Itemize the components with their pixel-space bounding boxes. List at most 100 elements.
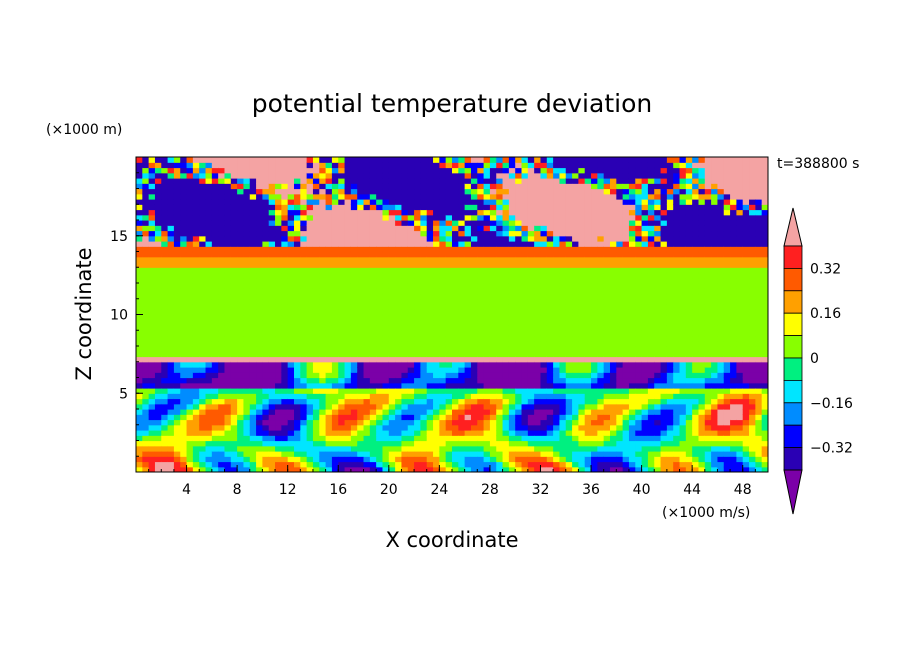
contour-cell bbox=[369, 225, 377, 232]
contour-cell bbox=[433, 314, 440, 321]
contour-cell bbox=[628, 361, 636, 368]
contour-cell bbox=[142, 330, 150, 337]
contour-cell bbox=[489, 351, 497, 358]
contour-cell bbox=[281, 393, 289, 400]
contour-cell bbox=[470, 382, 478, 389]
contour-cell bbox=[148, 414, 156, 421]
contour-cell bbox=[205, 314, 213, 321]
contour-cell bbox=[622, 409, 630, 415]
contour-cell bbox=[350, 377, 358, 384]
contour-cell bbox=[616, 440, 624, 447]
contour-cell bbox=[616, 251, 624, 258]
contour-cell bbox=[275, 235, 282, 242]
contour-cell bbox=[521, 235, 529, 242]
contour-cell bbox=[641, 235, 649, 242]
contour-cell bbox=[154, 288, 162, 295]
contour-cell bbox=[654, 230, 662, 237]
contour-cell bbox=[281, 372, 289, 379]
contour-cell bbox=[616, 340, 624, 347]
contour-cell bbox=[205, 398, 213, 405]
contour-cell bbox=[464, 183, 472, 190]
contour-cell bbox=[654, 293, 662, 300]
contour-cell bbox=[205, 178, 213, 184]
contour-cell bbox=[426, 293, 434, 300]
contour-cell bbox=[597, 225, 605, 232]
contour-cell bbox=[142, 424, 150, 431]
contour-cell bbox=[192, 466, 200, 472]
contour-cell bbox=[508, 272, 516, 279]
contour-cell bbox=[256, 451, 263, 457]
contour-cell bbox=[559, 230, 567, 237]
contour-cell bbox=[306, 246, 314, 253]
contour-cell bbox=[281, 451, 289, 457]
contour-cell bbox=[559, 262, 567, 268]
contour-cell bbox=[641, 183, 649, 190]
contour-cell bbox=[464, 293, 472, 300]
contour-cell bbox=[641, 262, 649, 268]
contour-cell bbox=[237, 430, 245, 436]
contour-cell bbox=[268, 246, 276, 253]
contour-cell bbox=[584, 220, 592, 226]
contour-cell bbox=[154, 430, 162, 436]
contour-cell bbox=[192, 267, 200, 274]
contour-cell bbox=[154, 209, 162, 216]
contour-cell bbox=[559, 330, 567, 337]
contour-cell bbox=[344, 372, 352, 379]
contour-cell bbox=[603, 451, 611, 457]
contour-cell bbox=[622, 414, 630, 421]
contour-cell bbox=[597, 183, 605, 190]
contour-cell bbox=[173, 298, 181, 305]
contour-cell bbox=[521, 377, 529, 384]
contour-cell bbox=[622, 298, 630, 305]
contour-cell bbox=[572, 199, 579, 205]
contour-cell bbox=[142, 440, 150, 447]
contour-cell bbox=[142, 367, 150, 373]
contour-cell bbox=[325, 440, 333, 447]
contour-cell bbox=[357, 157, 365, 163]
contour-cell bbox=[363, 162, 371, 169]
contour-cell bbox=[616, 267, 624, 274]
contour-cell bbox=[243, 178, 251, 184]
contour-cell bbox=[388, 346, 396, 352]
contour-cell bbox=[622, 288, 630, 295]
contour-cell bbox=[173, 288, 181, 295]
contour-cell bbox=[553, 157, 561, 163]
contour-cell bbox=[148, 267, 156, 274]
contour-cell bbox=[559, 267, 567, 274]
contour-cell bbox=[262, 435, 270, 442]
contour-cell bbox=[294, 361, 301, 368]
contour-cell bbox=[294, 319, 301, 326]
contour-cell bbox=[262, 188, 270, 195]
contour-cell bbox=[180, 335, 188, 342]
contour-cell bbox=[641, 340, 649, 347]
contour-cell bbox=[186, 298, 194, 305]
contour-cell bbox=[445, 225, 453, 232]
contour-cell bbox=[281, 403, 289, 410]
contour-cell bbox=[654, 445, 662, 452]
contour-cell bbox=[527, 367, 535, 373]
contour-cell bbox=[136, 351, 143, 358]
contour-cell bbox=[445, 314, 453, 321]
contour-cell bbox=[294, 188, 301, 195]
contour-cell bbox=[243, 204, 251, 211]
contour-cell bbox=[275, 199, 282, 205]
contour-cell bbox=[603, 304, 611, 310]
contour-cell bbox=[142, 398, 150, 405]
contour-cell bbox=[521, 304, 529, 310]
contour-cell bbox=[565, 325, 573, 331]
contour-cell bbox=[275, 246, 282, 253]
contour-cell bbox=[300, 367, 308, 373]
contour-cell bbox=[344, 346, 352, 352]
contour-cell bbox=[224, 398, 232, 405]
contour-cell bbox=[369, 398, 377, 405]
contour-cell bbox=[186, 440, 194, 447]
contour-cell bbox=[136, 188, 143, 195]
contour-cell bbox=[205, 188, 213, 195]
contour-cell bbox=[546, 393, 554, 400]
contour-cell bbox=[167, 162, 175, 169]
contour-cell bbox=[249, 319, 257, 326]
contour-cell bbox=[331, 298, 339, 305]
contour-cell bbox=[344, 424, 352, 431]
contour-cell bbox=[559, 204, 567, 211]
contour-cell bbox=[300, 167, 308, 174]
